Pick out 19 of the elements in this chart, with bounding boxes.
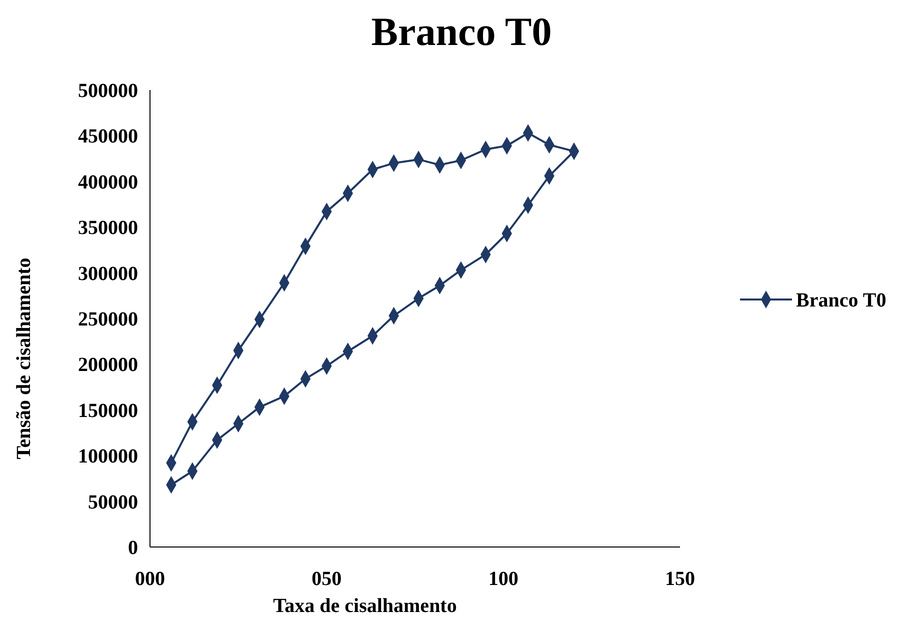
- y-tick-label: 250000: [78, 308, 138, 330]
- x-tick-label: 000: [135, 568, 165, 590]
- y-tick-label: 50000: [88, 491, 138, 514]
- y-tick-label: 450000: [78, 126, 138, 148]
- y-tick-label: 150000: [78, 400, 138, 422]
- y-tick-label: 300000: [78, 262, 138, 285]
- y-tick-label: 500000: [78, 80, 138, 102]
- y-axis-title: Tensão de cisalhamento: [13, 258, 35, 460]
- x-tick-label: 050: [312, 568, 342, 590]
- x-tick-label: 150: [665, 568, 695, 590]
- x-axis-title: Taxa de cisalhamento: [273, 595, 457, 617]
- y-tick-label: 100000: [78, 446, 138, 468]
- legend-label: Branco T0: [796, 290, 886, 312]
- y-tick-label: 400000: [78, 171, 138, 194]
- x-tick-label: 100: [488, 568, 518, 590]
- y-tick-label: 350000: [78, 217, 138, 240]
- y-tick-label: 0: [128, 537, 138, 559]
- y-tick-label: 200000: [78, 354, 138, 376]
- chart-title: Branco T0: [371, 9, 552, 54]
